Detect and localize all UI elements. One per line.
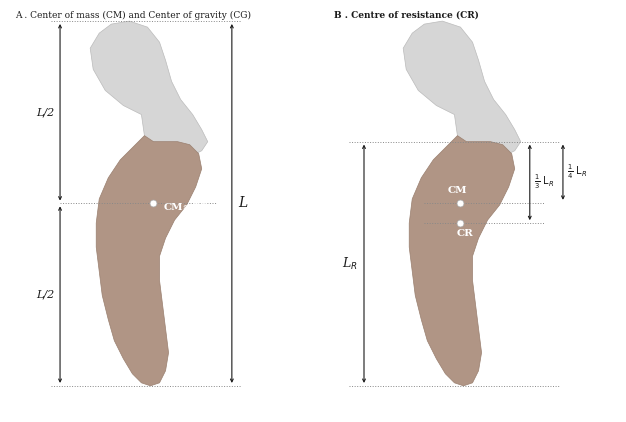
Text: $\frac{1}{3}$ L$_R$: $\frac{1}{3}$ L$_R$ [535, 173, 555, 192]
Polygon shape [96, 135, 202, 386]
Polygon shape [403, 21, 521, 157]
Text: L/2: L/2 [36, 289, 54, 300]
Polygon shape [90, 21, 208, 157]
Text: CM: CM [448, 186, 467, 195]
Text: B . Centre of resistance (CR): B . Centre of resistance (CR) [334, 11, 479, 19]
Text: CM≈CG: CM≈CG [164, 203, 210, 213]
Text: $\frac{1}{4}$ L$_R$: $\frac{1}{4}$ L$_R$ [567, 163, 588, 181]
Text: A . Center of mass (CM) and Center of gravity (CG): A . Center of mass (CM) and Center of gr… [15, 11, 251, 20]
Polygon shape [409, 135, 515, 386]
Text: CR: CR [456, 229, 473, 238]
Text: L/2: L/2 [36, 107, 54, 117]
Text: L$_R$: L$_R$ [342, 256, 358, 272]
Text: L: L [238, 197, 247, 211]
